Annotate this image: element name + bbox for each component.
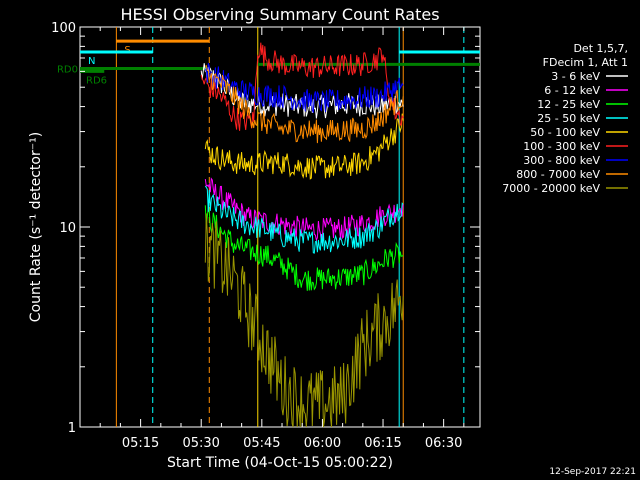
series-line-3 — [204, 185, 404, 254]
legend-label-6: 300 - 800 keV — [523, 154, 600, 167]
x-axis-label: Start Time (04-Oct-15 05:00:22) — [167, 455, 393, 471]
series-line-4 — [204, 113, 404, 180]
legend-label-0: 3 - 6 keV — [551, 70, 600, 83]
legend-label-1: 6 - 12 keV — [544, 84, 600, 97]
state-bar-label-1: N — [88, 56, 95, 67]
legend-label-7: 800 - 7000 keV — [516, 168, 600, 181]
legend-header-line-2: FDecim 1, Att 1 — [543, 56, 628, 69]
legend-label-5: 100 - 300 keV — [523, 140, 600, 153]
x-tick-label-5: 06:30 — [425, 436, 462, 451]
y-tick-label-2: 100 — [51, 21, 76, 36]
chart-title: HESSI Observing Summary Count Rates — [120, 5, 439, 24]
y-tick-label-0: 1 — [68, 421, 76, 436]
footer-date: 12-Sep-2017 22:21 — [549, 467, 636, 477]
x-tick-label-0: 05:15 — [122, 436, 159, 451]
series-line-8 — [204, 213, 404, 428]
series-line-2 — [204, 205, 404, 291]
series-line-0 — [200, 63, 404, 119]
legend-label-8: 7000 - 20000 keV — [502, 182, 600, 195]
state-bar-label-5: RD6 — [86, 75, 107, 86]
series-line-6 — [204, 62, 404, 113]
x-tick-label-1: 05:30 — [182, 436, 219, 451]
legend-label-2: 12 - 25 keV — [537, 98, 600, 111]
legend-header-line-1: Det 1,5,7, — [573, 42, 628, 55]
legend-label-3: 25 - 50 keV — [537, 112, 600, 125]
y-axis-ticks: 1 10 100 — [51, 21, 480, 436]
series-line-5 — [200, 42, 404, 131]
y-tick-label-1: 10 — [59, 221, 76, 236]
x-tick-label-3: 06:00 — [304, 436, 341, 451]
x-tick-label-2: 05:45 — [243, 436, 280, 451]
series-lines — [200, 42, 404, 428]
x-axis-ticks: 05:15 05:30 05:45 06:00 06:15 06:30 — [99, 27, 465, 451]
state-bar-label-3: RD0 — [57, 65, 78, 76]
x-tick-label-4: 06:15 — [364, 436, 401, 451]
legend-label-4: 50 - 100 keV — [530, 126, 600, 139]
series-line-7 — [204, 64, 404, 144]
y-axis-label: Count Rate (s⁻¹ detector⁻¹) — [28, 132, 44, 322]
